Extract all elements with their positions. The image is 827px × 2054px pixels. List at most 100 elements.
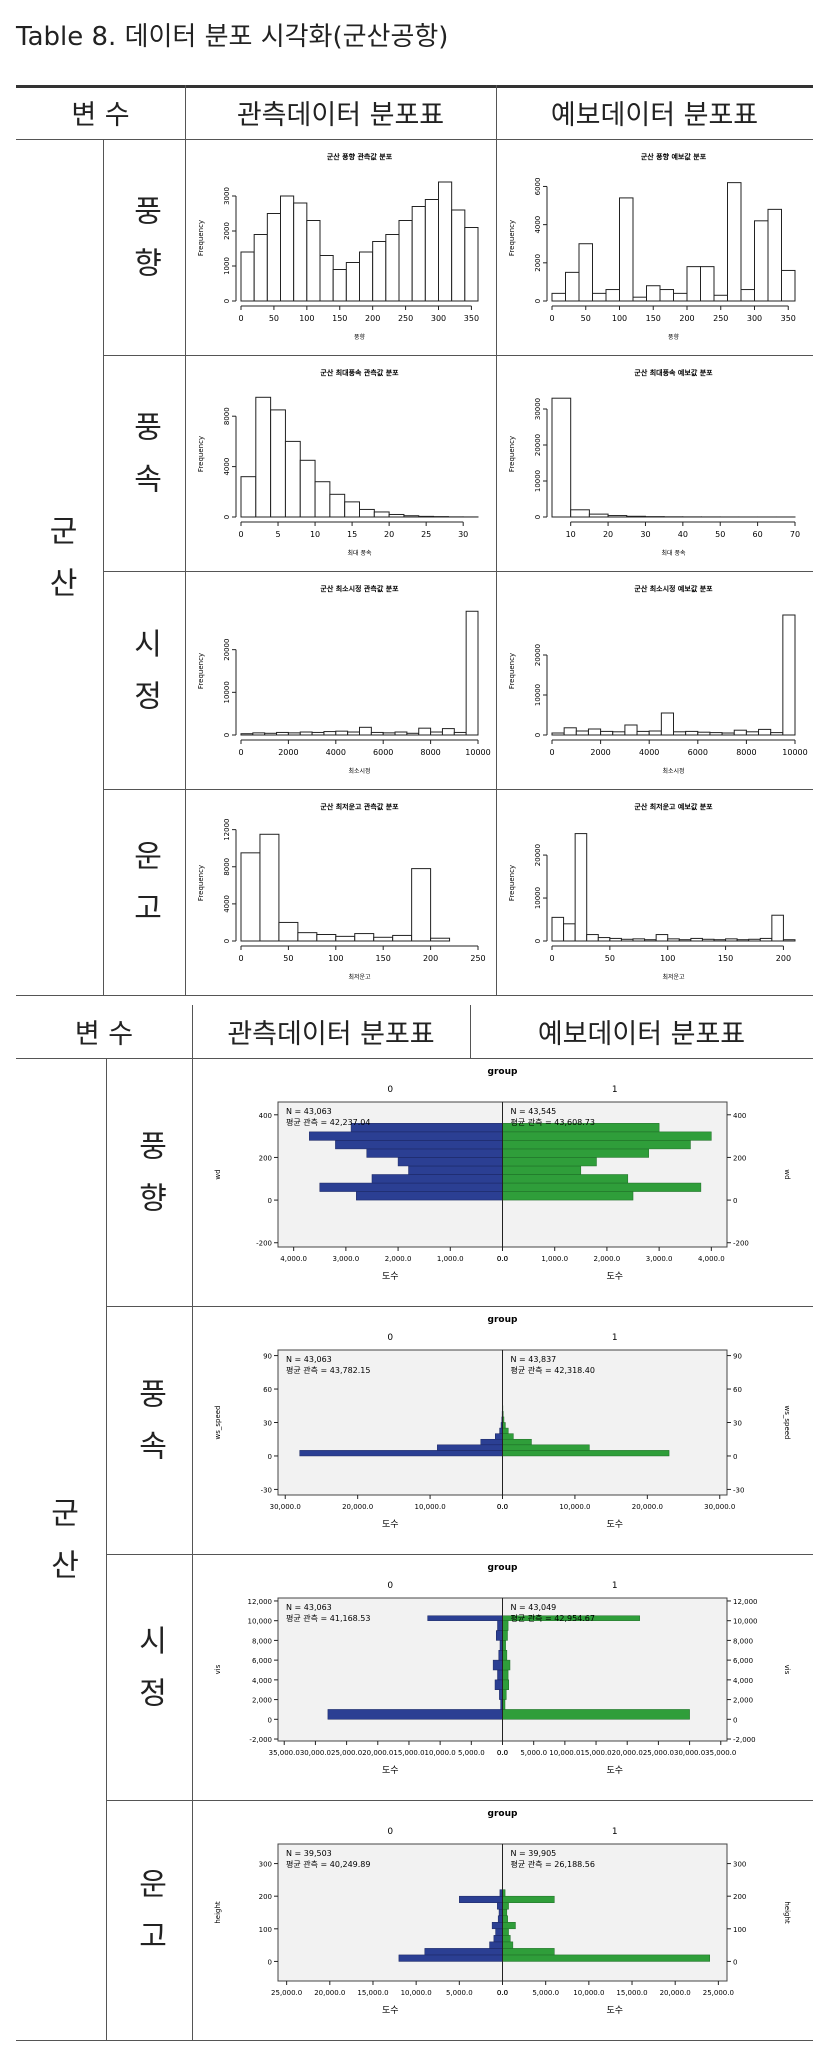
bar-left [489, 1941, 503, 1949]
x-tick-label: 35,000.0 [269, 1749, 300, 1757]
row-label: 운고 [132, 1868, 167, 1972]
x-tick-label: 10,000.0 [549, 1749, 580, 1757]
bar [259, 833, 280, 942]
bar [713, 939, 727, 942]
y-tick-label: 20000 [534, 644, 542, 666]
bar [767, 208, 782, 302]
y-tick-label: 12,000 [248, 1598, 273, 1606]
y-tick-label: 10000 [534, 684, 542, 706]
rule [185, 85, 186, 139]
bar [588, 513, 609, 518]
row-label: 시정 [132, 1625, 167, 1729]
y-tick-label: 10000 [534, 470, 542, 492]
x-tick-label: 8000 [736, 748, 756, 757]
y-tick-label: -200 [256, 1240, 272, 1248]
y-tick-label: 0 [733, 1197, 737, 1205]
bar [609, 937, 622, 942]
bar-left [371, 1174, 503, 1184]
bar-left [495, 1928, 503, 1936]
y-tick-label: 0 [223, 939, 231, 943]
x-tick-label: 10 [310, 530, 320, 539]
annotation: 평균 관측 = 42,237.04 [286, 1117, 371, 1127]
y-axis-label: vis [783, 1665, 791, 1675]
bar [284, 440, 301, 518]
bar [781, 269, 796, 302]
annotation: 평균 관측 = 43,608.73 [511, 1117, 596, 1127]
rule [103, 139, 104, 995]
bar [667, 938, 680, 942]
chart-title: 군산 최대풍속 예보값 분포 [634, 368, 713, 377]
rule [16, 2040, 813, 2041]
bar-right [502, 1935, 511, 1943]
y-axis-label: Frequency [508, 220, 516, 256]
bar [701, 938, 715, 942]
y-tick-label: 0 [268, 1716, 272, 1724]
chart-title: group [488, 1067, 518, 1077]
y-tick-label: 4000 [534, 216, 542, 234]
y-tick-label: 100 [733, 1926, 746, 1934]
bar [592, 292, 607, 302]
bar [771, 914, 784, 942]
bar [565, 271, 580, 302]
bar [754, 220, 769, 302]
x-tick-label: 10,000.0 [401, 1989, 432, 1997]
bar [278, 921, 299, 942]
bar [690, 937, 703, 942]
bar-left [299, 1450, 503, 1457]
chart-title: group [488, 1809, 518, 1819]
bar [299, 459, 316, 518]
y-axis-label: height [783, 1901, 791, 1924]
y-tick-label: 2,000 [733, 1697, 753, 1705]
rule [16, 995, 813, 996]
y-tick-label: 0 [534, 515, 542, 519]
rule [106, 1058, 107, 2040]
x-tick-label: 0.0 [497, 1749, 508, 1757]
y-axis-label: Frequency [197, 865, 205, 901]
bar [359, 251, 374, 302]
header-cell: 예보데이터 분포표 [550, 99, 759, 131]
y-axis-label: Frequency [197, 653, 205, 689]
y-tick-label: 12,000 [733, 1598, 758, 1606]
y-tick-label: 12000 [223, 818, 231, 840]
x-tick-label: 15,000.0 [580, 1749, 611, 1757]
rule [192, 1005, 193, 1058]
x-axis-label: 도수 [606, 1765, 623, 1776]
bar [406, 732, 420, 736]
bar [299, 731, 313, 736]
y-axis-label: Frequency [508, 653, 516, 689]
x-tick-label: 4,000.0 [280, 1255, 307, 1263]
bar-left [497, 1669, 503, 1681]
bar-right [502, 1620, 509, 1631]
y-tick-label: 0 [733, 1716, 737, 1724]
x-tick-label: 20,000.0 [612, 1749, 643, 1757]
x-tick-label: 10000 [465, 748, 490, 757]
y-tick-label: 200 [733, 1893, 746, 1901]
bar [255, 396, 272, 518]
rule [106, 1554, 813, 1555]
x-tick-label: 15,000.0 [393, 1749, 424, 1757]
annotation: N = 43,049 [511, 1603, 557, 1612]
bar [398, 220, 413, 302]
bar [373, 511, 390, 518]
x-tick-label: 10000 [782, 748, 807, 757]
x-tick-label: 10 [566, 530, 576, 539]
x-tick-label: 6000 [373, 748, 393, 757]
x-tick-label: 2000 [590, 748, 610, 757]
y-tick-label: 2,000 [252, 1697, 272, 1705]
bar-left [495, 1433, 503, 1440]
annotation: 평균 관측 = 40,249.89 [286, 1859, 371, 1869]
bar [725, 938, 738, 942]
x-tick-label: 1,000.0 [541, 1255, 568, 1263]
x-tick-label: 0.0 [497, 1989, 508, 1997]
bar [385, 234, 400, 302]
bar [586, 934, 599, 942]
bar [240, 476, 257, 518]
bar-right [502, 1709, 690, 1720]
bar [354, 933, 375, 942]
bar [607, 515, 628, 518]
bar [311, 731, 325, 736]
chart-title: 군산 풍향 관측값 분포 [327, 152, 393, 161]
bar [626, 515, 646, 518]
